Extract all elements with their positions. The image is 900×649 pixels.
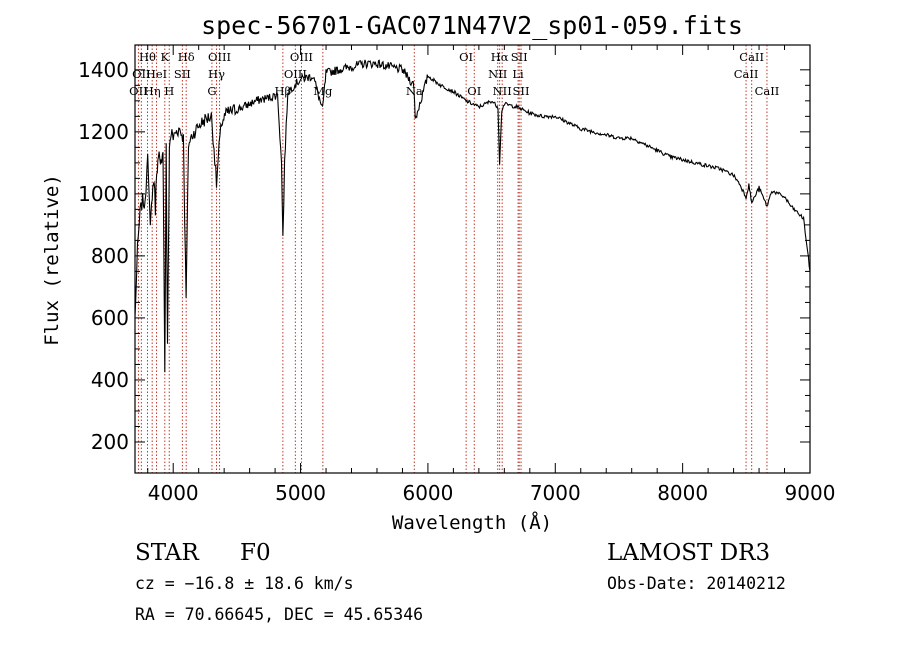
emission-line-label: Hα [491,50,509,64]
emission-line-label: CaII [734,67,759,81]
y-tick-label: 600 [91,306,129,330]
x-tick-label: 9000 [785,481,836,505]
x-tick-label: 8000 [657,481,708,505]
x-tick-label: 7000 [530,481,581,505]
y-axis-ticks: 200 400 600 800 1000 1200 1400 [78,58,810,454]
emission-line-label: NII [493,84,512,98]
y-axis-label: Flux (relative) [41,174,63,346]
emission-line-label: Hγ [208,67,225,81]
emission-line-label: SII [174,67,191,81]
emission-line-label: Hη [144,84,161,98]
observation-date: Obs-Date: 20140212 [607,574,786,593]
emission-line-label: K [161,50,170,64]
x-tick-label: 4000 [148,481,199,505]
emission-line-label: OII [132,67,151,81]
emission-line-label: SII [513,84,530,98]
emission-line-label: OII [129,84,148,98]
emission-line-label: NII [488,67,507,81]
emission-line-label: H [164,84,174,98]
x-tick-label: 6000 [402,481,453,505]
y-tick-label: 800 [91,244,129,268]
emission-line-label: Hδ [178,50,195,64]
emission-line-label: OIII [208,50,231,64]
x-tick-label: 5000 [275,481,326,505]
emission-line-label: OI [459,50,473,64]
emission-line-label: CaII [755,84,780,98]
emission-line-label: SII [511,50,528,64]
emission-line-label: Hθ [139,50,156,64]
object-class: STAR [135,540,199,566]
emission-line-label: OIII [290,50,313,64]
y-tick-label: 1400 [78,58,129,82]
emission-line-label: G [207,84,216,98]
x-axis-ticks: 4000 5000 6000 7000 8000 9000 [147,45,836,505]
x-axis-label: Wavelength (Å) [392,511,552,534]
chart-title: spec-56701-GAC071N47V2_sp01-059.fits [201,11,743,40]
emission-line-label: HeI [146,67,167,81]
spectrum-line [134,59,811,373]
sky-coordinates: RA = 70.66645, DEC = 45.65346 [135,605,423,624]
emission-line-label: OI [467,84,481,98]
y-tick-label: 200 [91,430,129,454]
spectral-subclass: F0 [240,540,271,566]
y-tick-label: 400 [91,368,129,392]
survey-name: LAMOST DR3 [607,540,770,566]
emission-line-label: Li [512,67,524,81]
emission-line-label: CaII [739,50,764,64]
y-tick-label: 1000 [78,182,129,206]
redshift-value: cz = −16.8 ± 18.6 km/s [135,574,354,593]
plot-frame [134,44,811,474]
y-tick-label: 1200 [78,120,129,144]
